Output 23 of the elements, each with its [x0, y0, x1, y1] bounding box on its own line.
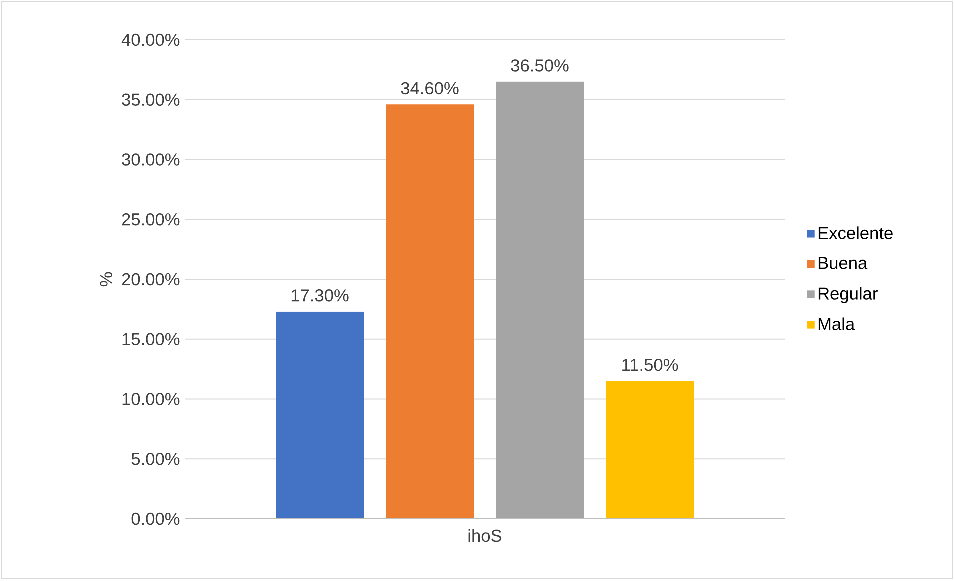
legend-label: Buena [818, 257, 868, 270]
y-tick-label: 10.00% [122, 393, 180, 406]
y-tick-label: 25.00% [122, 213, 180, 226]
y-tick-label: 30.00% [122, 154, 180, 166]
legend-label: Regular [818, 287, 878, 304]
data-label: 34.60% [401, 82, 459, 95]
bar [386, 104, 474, 519]
y-tick-label: 35.00% [122, 94, 180, 106]
y-tick-label: 5.00% [132, 452, 180, 466]
bar [496, 82, 584, 519]
x-tick-label: ihoS [468, 529, 502, 542]
data-label: 36.50% [511, 60, 569, 72]
y-tick-label: 0.00% [132, 512, 180, 526]
y-axis-title: % [100, 272, 112, 287]
data-label: 17.30% [292, 290, 349, 302]
bar [606, 381, 694, 519]
y-tick-label: 15.00% [122, 333, 180, 346]
bar [276, 312, 364, 519]
legend-label: Excelente [818, 226, 893, 240]
y-tick-label: 20.00% [122, 273, 180, 286]
legend-label: Mala [818, 318, 856, 330]
y-tick-label: 40.00% [122, 34, 180, 46]
data-label: 11.50% [622, 358, 678, 372]
